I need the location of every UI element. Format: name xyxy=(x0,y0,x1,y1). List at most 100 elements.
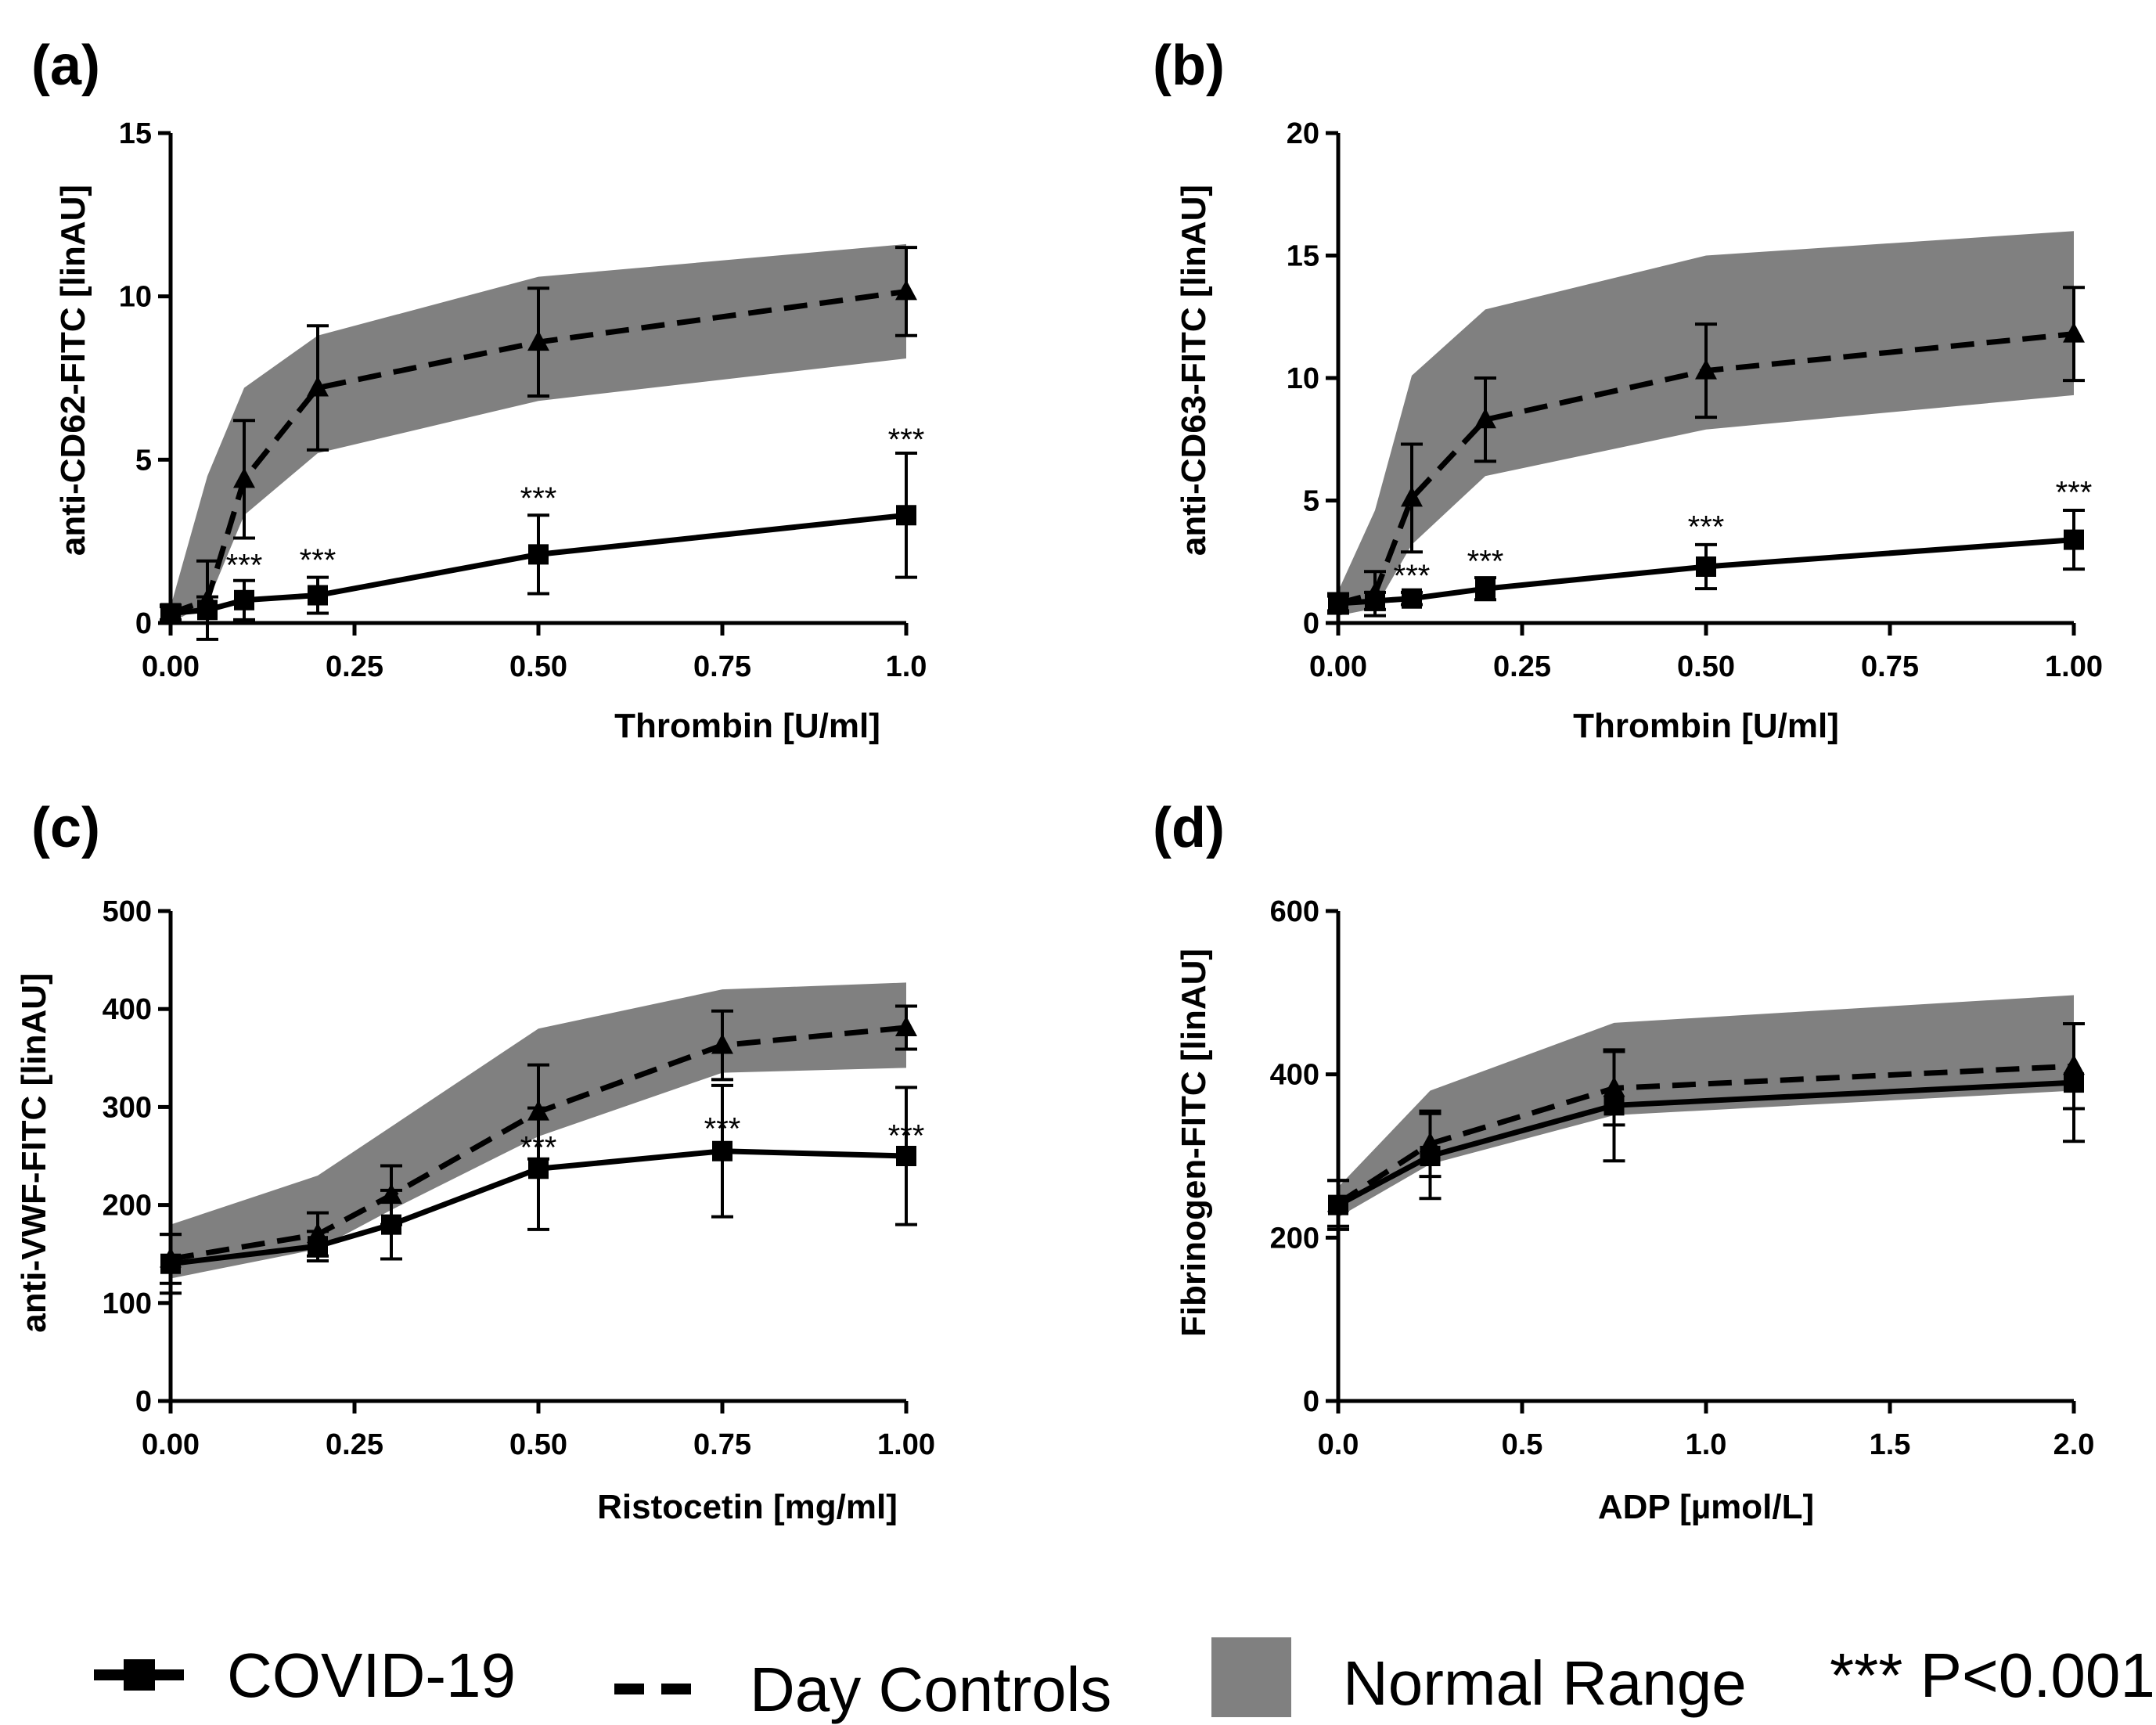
panel-d-control-point xyxy=(2063,1054,2085,1075)
legend-range-label: Normal Range xyxy=(1343,1648,1747,1718)
panel-b-covid-point xyxy=(1696,556,1716,578)
panel-a-y-tick-label: 10 xyxy=(119,281,152,314)
panel-c-letter: (c) xyxy=(31,797,100,859)
panel-c-covid-point xyxy=(528,1158,549,1179)
panel-d-control-point xyxy=(1419,1132,1442,1153)
panel-a-control-point xyxy=(895,279,917,301)
panel-b-control-line xyxy=(1337,331,2075,607)
panel-a-covid-point xyxy=(528,544,549,565)
panel-c-y-tick-label: 100 xyxy=(103,1287,152,1320)
legend-covid-marker xyxy=(124,1659,155,1691)
panel-b-y-tick-label: 20 xyxy=(1287,117,1319,150)
panel-d-x-tick-label: 2.0 xyxy=(2053,1428,2095,1461)
legend-control-label: Day Controls xyxy=(750,1655,1111,1724)
panel-b-significance-label: *** xyxy=(1467,544,1504,578)
panel-d-control-point xyxy=(1327,1191,1349,1212)
panel-c-y-tick-label: 200 xyxy=(103,1190,152,1223)
legend-covid-label: COVID-19 xyxy=(227,1640,516,1710)
panel-a-normal-range-band xyxy=(171,243,906,623)
panel-a-letter: (a) xyxy=(31,34,100,97)
panel-a-x-tick-label: 0.25 xyxy=(326,650,383,683)
legend-covid: COVID-19 xyxy=(94,1640,516,1710)
panel-b-significance-label: *** xyxy=(2056,476,2093,510)
panel-b-significance-label: *** xyxy=(1688,510,1725,544)
legend-range: Normal Range xyxy=(1211,1637,1747,1718)
panel-b: (b) Thrombin [U/ml] anti-CD63-FITC [linA… xyxy=(1153,34,2103,745)
panel-b-y-tick-label: 15 xyxy=(1287,240,1319,273)
panel-d-ylabel: Fibrinogen-FITC [linAU] xyxy=(1175,949,1213,1337)
panel-d-covid-line xyxy=(1337,1079,2075,1208)
panel-a-y-tick-label: 0 xyxy=(135,607,152,640)
panel-d: (d) ADP [µmol/L] Fibrinogen-FITC [linAU]… xyxy=(1153,797,2094,1526)
panel-b-covid-point xyxy=(1402,588,1422,609)
panel-c-significance-label: *** xyxy=(704,1112,741,1147)
panel-c-control-point xyxy=(160,1247,182,1268)
panel-a-control-point xyxy=(160,601,182,622)
panel-d-y-tick-label: 200 xyxy=(1270,1222,1319,1255)
panel-d-xlabel: ADP [µmol/L] xyxy=(1598,1488,1814,1526)
panel-a-x-tick-label: 1.0 xyxy=(886,650,927,683)
panel-a-significance-label: *** xyxy=(300,543,337,578)
panel-d-plot: 0 200 400 600 0.0 0.5 1.0 1.5 2.0 xyxy=(1270,895,2095,1461)
panel-a-plot: 0 5 10 15 0.00 0.25 0.50 0.75 1.0 *** *** *** *** xyxy=(119,117,927,683)
panel-a-control-line xyxy=(169,288,907,616)
panel-a-significance-label: *** xyxy=(520,481,557,516)
panel-d-y-tick-label: 400 xyxy=(1270,1059,1319,1092)
panel-a-control-point xyxy=(527,330,549,351)
panel-c-covid-line xyxy=(170,1148,907,1267)
panel-b-control-point xyxy=(2063,322,2085,343)
panel-c-control-point xyxy=(711,1033,733,1054)
panel-a: (a) Thrombin [U/ml] anti-CD62-FITC [linA… xyxy=(31,34,927,745)
legend: COVID-19 Day Controls Normal Range *** P… xyxy=(94,1637,2155,1724)
panel-a-significance-label: *** xyxy=(226,548,263,582)
panel-c-significance-label: *** xyxy=(520,1131,557,1165)
panel-b-normal-range-band xyxy=(1338,231,2074,616)
panel-d-control-point xyxy=(1603,1076,1625,1097)
panel-d-control-line xyxy=(1337,1063,2075,1206)
panel-c-control-point xyxy=(895,1015,917,1036)
panel-c-x-tick-label: 1.00 xyxy=(877,1428,935,1461)
panel-c-x-tick-label: 0.75 xyxy=(693,1428,751,1461)
panel-c-ylabel: anti-VWF-FITC [linAU] xyxy=(15,973,53,1332)
panel-d-x-tick-label: 0.0 xyxy=(1318,1428,1359,1461)
panel-b-significance-label: *** xyxy=(1394,559,1431,593)
panel-d-y-tick-label: 0 xyxy=(1303,1385,1319,1418)
panel-c-control-line xyxy=(170,1025,907,1262)
panel-c-control-point xyxy=(307,1223,329,1244)
panel-d-x-tick-label: 1.5 xyxy=(1870,1428,1911,1461)
panel-a-control-point xyxy=(307,376,329,397)
panel-a-x-tick-label: 0.50 xyxy=(509,650,567,683)
panel-c-y-tick-label: 300 xyxy=(103,1091,152,1124)
panel-a-xlabel: Thrombin [U/ml] xyxy=(614,707,880,745)
panel-c-plot: 0 100 200 300 400 500 0.00 0.25 0.50 0.75 1.00 *** *… xyxy=(103,895,935,1461)
panel-d-x-tick-label: 0.5 xyxy=(1502,1428,1543,1461)
panel-c-covid-point xyxy=(712,1140,732,1161)
panel-c-y-tick-label: 500 xyxy=(103,895,152,928)
panel-b-control-point xyxy=(1401,486,1423,507)
panel-c-control-point xyxy=(380,1183,402,1205)
panel-c-x-tick-label: 0.50 xyxy=(509,1428,567,1461)
panel-d-normal-range-band xyxy=(1338,995,2074,1218)
panel-c-xlabel: Ristocetin [mg/ml] xyxy=(597,1488,898,1526)
legend-control: Day Controls xyxy=(614,1655,1111,1724)
panel-b-control-point xyxy=(1327,591,1349,612)
panel-b-plot: 0 5 10 15 20 0.00 0.25 0.50 0.75 1.00 *** *** *** *** xyxy=(1287,117,2103,683)
panel-b-control-point xyxy=(1474,408,1496,429)
panel-c-y-tick-label: 400 xyxy=(103,993,152,1026)
panel-c-covid-point xyxy=(896,1146,916,1166)
panel-c-significance-label: *** xyxy=(888,1118,925,1153)
panel-b-covid-point xyxy=(2064,529,2084,550)
panel-b-x-tick-label: 0.00 xyxy=(1309,650,1367,683)
panel-a-significance-label: *** xyxy=(888,423,925,457)
panel-b-letter: (b) xyxy=(1153,34,1225,97)
panel-c-control-point xyxy=(527,1100,549,1121)
panel-a-ylabel: anti-CD62-FITC [linAU] xyxy=(54,185,92,556)
panel-b-x-tick-label: 1.00 xyxy=(2045,650,2103,683)
panel-a-control-point xyxy=(196,588,218,609)
panel-b-covid-point xyxy=(1475,578,1496,600)
legend-range-swatch xyxy=(1211,1637,1291,1717)
legend-significance: *** P<0.001 xyxy=(1830,1640,2155,1710)
panel-b-ylabel: anti-CD63-FITC [linAU] xyxy=(1175,185,1213,556)
panel-a-y-tick-label: 15 xyxy=(119,117,152,150)
